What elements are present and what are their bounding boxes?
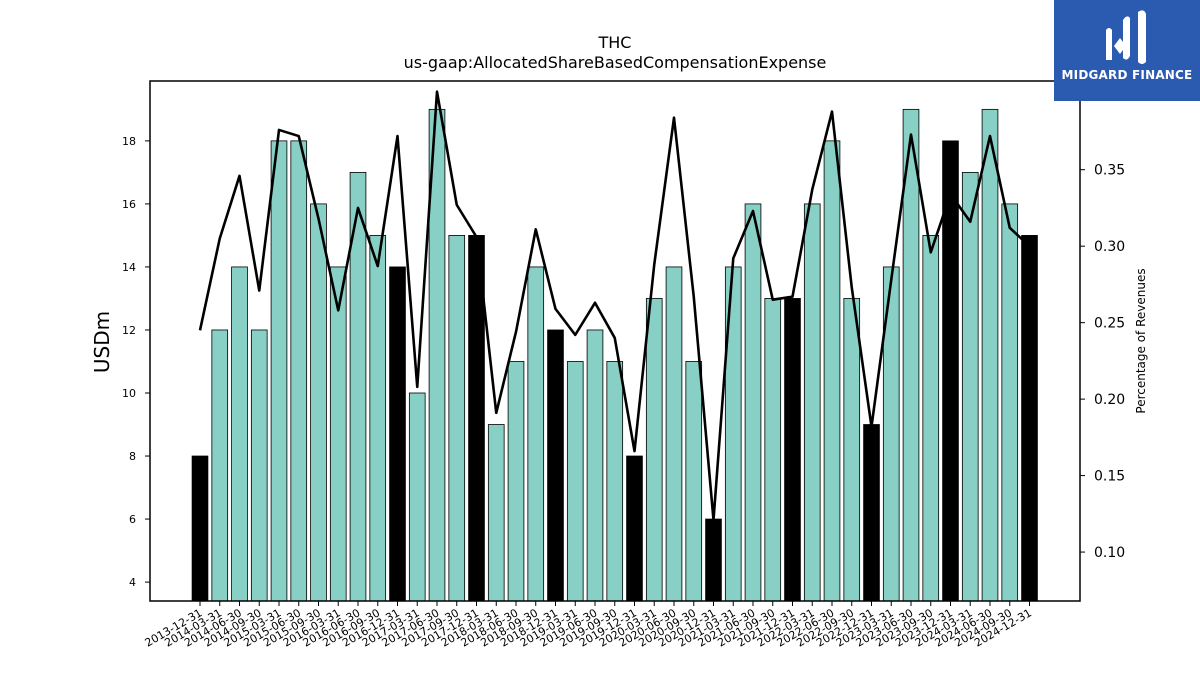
bar-2024-03-31 [961,171,979,602]
y-axis-label: USDm [90,311,114,373]
y-tick-label: 14 [122,261,136,274]
bar-2018-09-30 [527,266,545,602]
bar-2015-06-30 [290,140,308,602]
bar-2019-03-31 [566,361,584,602]
line-series-layer [198,90,1031,522]
y-tick-label: 8 [129,450,136,463]
bar-2021-09-30 [764,298,782,602]
y-right-tick-label: 0.35 [1094,163,1125,179]
bar-2020-06-30 [665,266,683,602]
y-tick-label: 4 [129,576,136,589]
y-axis-right-label: Percentage of Revenues [1134,268,1148,413]
y-tick-label: 18 [122,135,136,148]
bar-2021-06-30 [744,203,762,602]
y-tick-label: 6 [129,513,136,526]
bar-2017-03-31 [408,392,426,602]
y-tick-label: 12 [122,324,136,337]
bar-2016-03-31 [329,266,347,602]
bar-2018-03-31 [487,424,505,602]
bar-2019-09-30 [606,361,624,602]
y-right-tick-label: 0.20 [1094,392,1125,408]
y-tick-label: 10 [122,387,136,400]
bar-2022-09-30 [843,298,861,602]
y-tick-label: 16 [122,198,136,211]
bar-2016-09-30 [369,235,387,602]
bar-2022-12-31 [863,424,880,602]
bar-2020-12-31 [705,518,722,602]
chart-subtitle: us-gaap:AllocatedShareBasedCompensationE… [404,53,827,72]
right-axis: 0.10 0.15 0.20 0.25 0.30 0.35 [1080,163,1125,561]
revenue-percentage-line [198,90,1031,522]
bar-2016-12-31 [389,266,406,602]
y-right-tick-label: 0.10 [1094,545,1125,561]
y-right-tick-label: 0.30 [1094,239,1125,255]
bar-2015-09-30 [310,203,327,602]
left-axis: 4 6 8 10 12 14 16 18 [122,135,150,589]
bar-2024-12-31 [1021,235,1038,602]
bar-2024-06-30 [981,108,999,602]
bar-2013-12-31 [191,455,209,602]
bar-2019-12-31 [626,455,643,602]
brand-name: MIDGARD FINANCE [1061,68,1193,82]
bar-2014-03-31 [211,329,229,602]
bar-2017-09-30 [448,235,466,602]
bar-2018-12-31 [547,329,564,602]
y-right-tick-label: 0.25 [1094,316,1125,332]
bar-series [191,108,1038,602]
bar-2019-06-30 [586,329,604,602]
bar-2024-09-30 [1001,203,1019,602]
midgard-logo-icon [1106,10,1146,64]
bar-2020-09-30 [685,361,703,602]
bar-2021-12-31 [784,298,801,602]
y-right-tick-label: 0.15 [1094,469,1125,485]
bar-2018-06-30 [507,361,525,602]
x-axis: 2013-12-312014-03-312014-06-302014-09-30… [143,601,1034,650]
bar-2022-03-31 [803,203,821,602]
bar-2022-06-30 [823,140,841,602]
bar-2014-09-30 [250,329,268,602]
chart-title: THC [598,33,632,52]
bar-2020-03-31 [645,298,663,602]
bar-2014-06-30 [231,266,248,602]
bar-2015-03-31 [270,140,288,602]
bar-2023-09-30 [922,235,940,602]
brand-logo: MIDGARD FINANCE [1054,0,1200,101]
